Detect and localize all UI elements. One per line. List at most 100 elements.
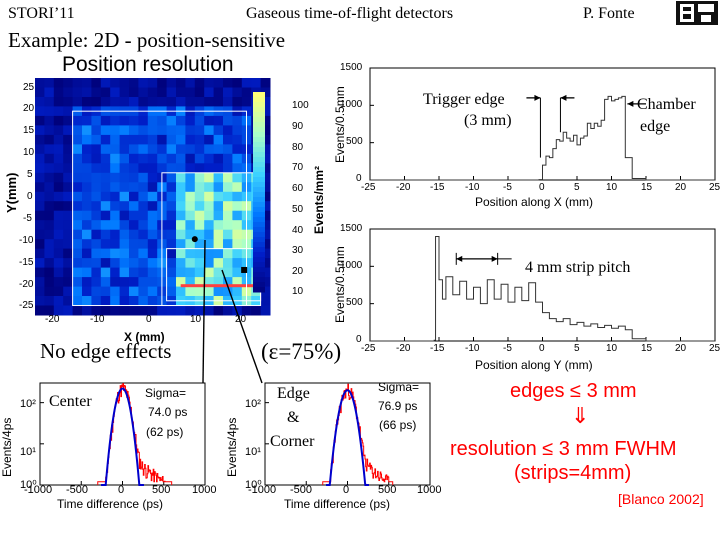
heatmap-cell <box>260 229 271 240</box>
heatmap-cell <box>176 78 186 88</box>
heatmap-cell <box>213 163 224 174</box>
heatmap-cell <box>100 134 111 145</box>
heatmap-cell <box>63 106 74 117</box>
heatmap-cell <box>176 172 186 183</box>
heatmap-y-tick: 25 <box>23 82 35 93</box>
heatmap-cell <box>91 97 102 107</box>
heatmap-cell <box>260 267 271 278</box>
heatmap-cell <box>166 239 177 250</box>
heatmap-cell <box>44 286 55 297</box>
heatmap-cell <box>129 97 139 107</box>
heatmap-cell <box>72 134 83 145</box>
y-profile-y-tick: 1000 <box>340 260 363 271</box>
colorbar-segment <box>253 207 265 213</box>
heatmap-cell <box>110 182 121 193</box>
heatmap-cell <box>35 267 45 278</box>
heatmap-cell <box>119 172 130 183</box>
heatmap-cell <box>35 201 45 212</box>
heatmap-cell <box>119 144 130 155</box>
gaussian-fit <box>101 387 144 486</box>
heatmap-cell <box>166 220 177 231</box>
timing1-x-tick: -500 <box>66 484 89 496</box>
heatmap-cell <box>53 258 64 269</box>
heatmap-cell <box>232 144 243 155</box>
heatmap-cell <box>213 97 224 107</box>
heatmap-cell <box>129 267 139 278</box>
heatmap-cell <box>82 115 92 126</box>
heatmap-cell <box>204 182 215 193</box>
heatmap-cell <box>129 277 139 288</box>
heatmap-cell <box>232 286 243 297</box>
heatmap-cell <box>35 153 45 164</box>
heatmap-cell <box>72 210 83 221</box>
timing2-y-tick: 10¹ <box>245 446 261 458</box>
heatmap-cell <box>176 163 186 174</box>
heatmap-cell <box>232 248 243 259</box>
author-name: P. Fonte <box>583 5 635 22</box>
heatmap-cell <box>223 144 233 155</box>
y-profile-x-tick: -10 <box>465 343 480 354</box>
heatmap-cell <box>82 87 92 98</box>
heatmap-cell <box>223 97 233 107</box>
trigger-edge-arrowhead-left <box>534 94 541 101</box>
x-profile-x-tick: 20 <box>675 182 687 193</box>
heatmap-cell <box>166 182 177 193</box>
heatmap-cell <box>53 229 64 240</box>
heatmap-cell <box>232 87 243 98</box>
heatmap-cell <box>91 229 102 240</box>
heatmap-cell <box>260 210 271 221</box>
colorbar-segment <box>253 102 265 108</box>
edge-label-1: Edge <box>277 385 310 402</box>
strip-pitch-label: 4 mm strip pitch <box>525 259 631 276</box>
heatmap-cell <box>232 125 243 136</box>
heatmap-cell <box>110 210 121 221</box>
heatmap-cell <box>44 125 55 136</box>
heatmap-cell <box>35 115 45 126</box>
heatmap-cell <box>194 258 205 269</box>
heatmap-y-tick: -25 <box>19 300 34 311</box>
y-profile-y-tick: 1500 <box>340 223 363 234</box>
efficiency-note: (ε=75%) <box>261 339 342 364</box>
heatmap-cell <box>223 201 233 212</box>
heatmap-cell <box>223 172 233 183</box>
colorbar-tick: 100 <box>292 100 309 111</box>
heatmap-cell <box>204 220 215 231</box>
heatmap-cell <box>53 296 64 306</box>
timing2-sigma-label: Sigma= <box>378 380 420 394</box>
heatmap-cell <box>147 267 158 278</box>
heatmap-cell <box>260 87 271 98</box>
heatmap-cell <box>100 115 111 126</box>
colorbar-segment <box>253 222 265 228</box>
heatmap-cell <box>223 78 233 88</box>
heatmap-cell <box>119 87 130 98</box>
colorbar-segment <box>253 272 265 278</box>
heatmap-cell <box>138 144 149 155</box>
colorbar-segment <box>253 112 265 118</box>
heatmap-cell <box>223 115 233 126</box>
heatmap-cell <box>53 286 64 297</box>
heatmap-cell <box>138 286 149 297</box>
heatmap-cell <box>176 248 186 259</box>
heatmap-cell <box>63 125 74 136</box>
heatmap-cell <box>82 248 92 259</box>
heatmap-cell <box>157 134 168 145</box>
heatmap-cell <box>176 239 186 250</box>
heatmap-cell <box>100 153 111 164</box>
heatmap-cell <box>53 201 64 212</box>
colorbar-tick: 20 <box>292 266 304 277</box>
heatmap-cell <box>44 97 55 107</box>
colorbar-tick: 90 <box>292 121 304 132</box>
heatmap-cell <box>223 153 233 164</box>
heatmap-cell <box>223 210 233 221</box>
heatmap-cell <box>63 286 74 297</box>
heatmap-cell <box>138 267 149 278</box>
heatmap-cell <box>72 87 83 98</box>
heatmap-cell <box>91 191 102 202</box>
heatmap-cell <box>147 220 158 231</box>
heatmap-cell <box>147 305 158 316</box>
heatmap-cell <box>147 286 158 297</box>
heatmap-cell <box>176 305 186 316</box>
heatmap-cell <box>72 220 83 231</box>
heatmap-cell <box>63 220 74 231</box>
heatmap-cell <box>204 172 215 183</box>
